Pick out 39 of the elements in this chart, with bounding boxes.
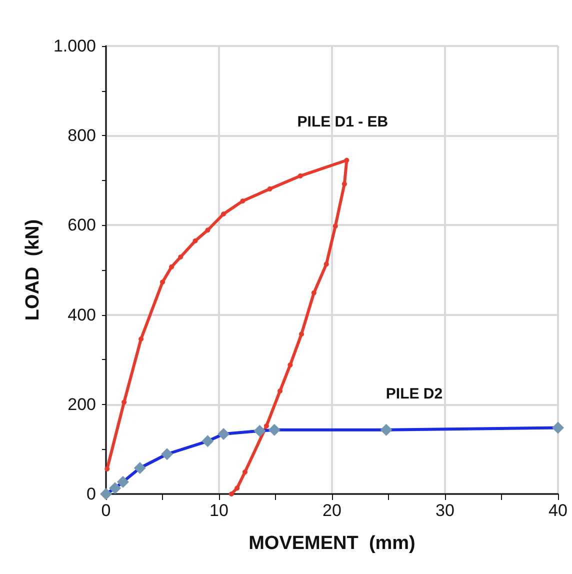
point: [205, 228, 210, 233]
point: [192, 238, 198, 244]
y-tick-label: 800: [68, 126, 96, 146]
point: [160, 280, 165, 285]
x-tick-label: 0: [101, 501, 111, 520]
y-tick-label: 400: [68, 305, 96, 324]
y-tick-label: 200: [68, 394, 96, 414]
point: [221, 212, 226, 216]
point: [242, 470, 248, 475]
point: [344, 158, 350, 163]
point: [228, 492, 234, 496]
series-label: PILE D2: [386, 385, 443, 402]
point: [178, 254, 184, 260]
point: [267, 186, 272, 192]
point: [104, 466, 110, 472]
x-tick-label: 30: [436, 501, 454, 520]
x-tick-label: 40: [548, 501, 568, 520]
x-axis-title: MOVEMENT (mm): [248, 533, 416, 554]
point: [240, 198, 246, 204]
x-tick-label: 20: [322, 501, 342, 520]
point: [298, 332, 304, 337]
point: [234, 486, 240, 491]
point: [264, 423, 269, 428]
point: [342, 181, 347, 186]
point: [138, 336, 144, 342]
y-axis-title: LOAD (kN): [22, 219, 44, 321]
point: [169, 264, 174, 270]
point: [278, 388, 283, 394]
x-tick-label: 10: [210, 501, 228, 520]
text: PILE D1 - EB: [297, 114, 388, 131]
point: [298, 173, 303, 178]
point: [122, 400, 127, 405]
point: [311, 290, 316, 296]
point: [324, 262, 329, 267]
point: [332, 224, 338, 229]
point: [288, 362, 293, 368]
y-tick-label: 600: [68, 216, 96, 235]
y-tick-label: 1.000: [53, 36, 96, 56]
y-tick-label: 0: [86, 484, 96, 504]
